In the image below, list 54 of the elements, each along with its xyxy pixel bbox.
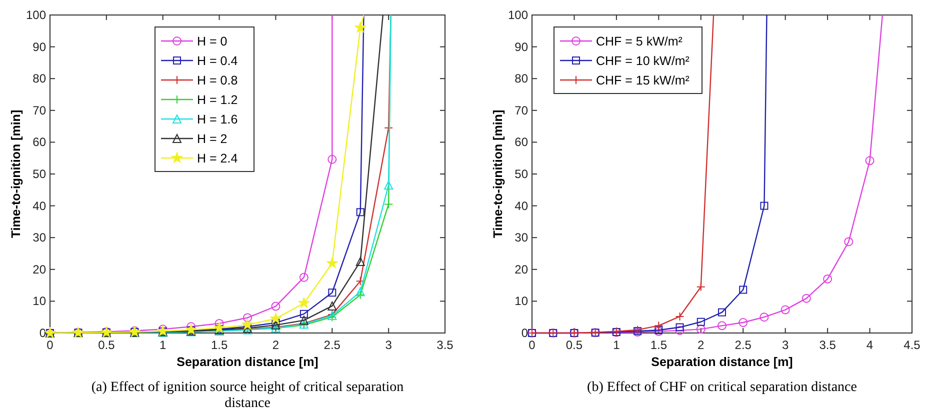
y-tick-label: 0 [39,326,46,340]
y-tick-label: 100 [26,8,46,22]
legend-label: H = 0.4 [197,54,238,68]
x-tick-label: 4.5 [904,338,921,352]
legend-label: H = 2.4 [197,152,238,166]
legend-label: H = 0.8 [197,74,238,88]
y-tick-label: 10 [32,294,46,308]
legend-label: CHF = 15 kW/m² [596,74,690,88]
y-axis-title: Time-to-ignition [min] [491,110,505,238]
y-tick-label: 60 [32,135,46,150]
x-tick-label: 3.5 [819,338,836,352]
y-tick-label: 70 [32,103,46,118]
y-axis-title: Time-to-ignition [min] [9,110,23,238]
y-tick-label: 20 [514,262,528,276]
y-tick-label: 30 [514,230,528,245]
y-tick-label: 60 [514,135,528,150]
x-tick-label: 0.5 [98,338,116,352]
y-tick-label: 100 [508,8,528,22]
x-tick-label: 1.5 [210,338,228,352]
y-tick-label: 0 [521,326,528,340]
x-tick-label: 2 [272,338,280,352]
x-axis-title: Separation distance [m] [176,355,318,369]
y-tick-label: 30 [32,230,46,245]
legend-label: H = 2 [197,132,228,146]
text: (a) Effect of ignition source height of critical separation distance [91,380,404,411]
y-tick-label: 40 [32,198,46,213]
y-tick-label: 70 [514,103,528,118]
legend-label: CHF = 10 kW/m² [596,54,690,68]
legend-label: H = 1.6 [197,112,238,126]
x-axis-title: Separation distance [m] [651,355,793,369]
y-tick-label: 80 [32,72,46,86]
x-tick-label: 3 [782,338,789,352]
y-tick-label: 90 [32,40,46,54]
y-tick-label: 20 [32,262,46,276]
text: (b) Effect of CHF on critical separation distance [587,380,857,395]
y-tick-label: 80 [514,72,528,86]
x-tick-label: 1 [160,338,167,352]
x-tick-label: 0.5 [566,338,583,352]
x-tick-label: 2.5 [734,338,752,352]
x-tick-label: 2.5 [324,338,341,352]
x-tick-label: 4 [866,338,874,352]
y-tick-label: 40 [514,198,528,213]
x-tick-label: 2 [698,338,705,352]
y-tick-label: 90 [514,40,528,54]
x-tick-label: 1.5 [650,338,668,352]
legend-label: CHF = 5 kW/m² [596,34,682,48]
x-tick-label: 3 [385,338,392,352]
x-tick-label: 3.5 [436,338,454,352]
y-tick-label: 50 [32,167,46,181]
y-tick-label: 50 [514,167,528,181]
legend-label: H = 1.2 [197,93,238,107]
y-tick-label: 10 [514,294,528,308]
x-tick-label: 1 [613,338,620,352]
legend-label: H = 0 [197,34,228,48]
